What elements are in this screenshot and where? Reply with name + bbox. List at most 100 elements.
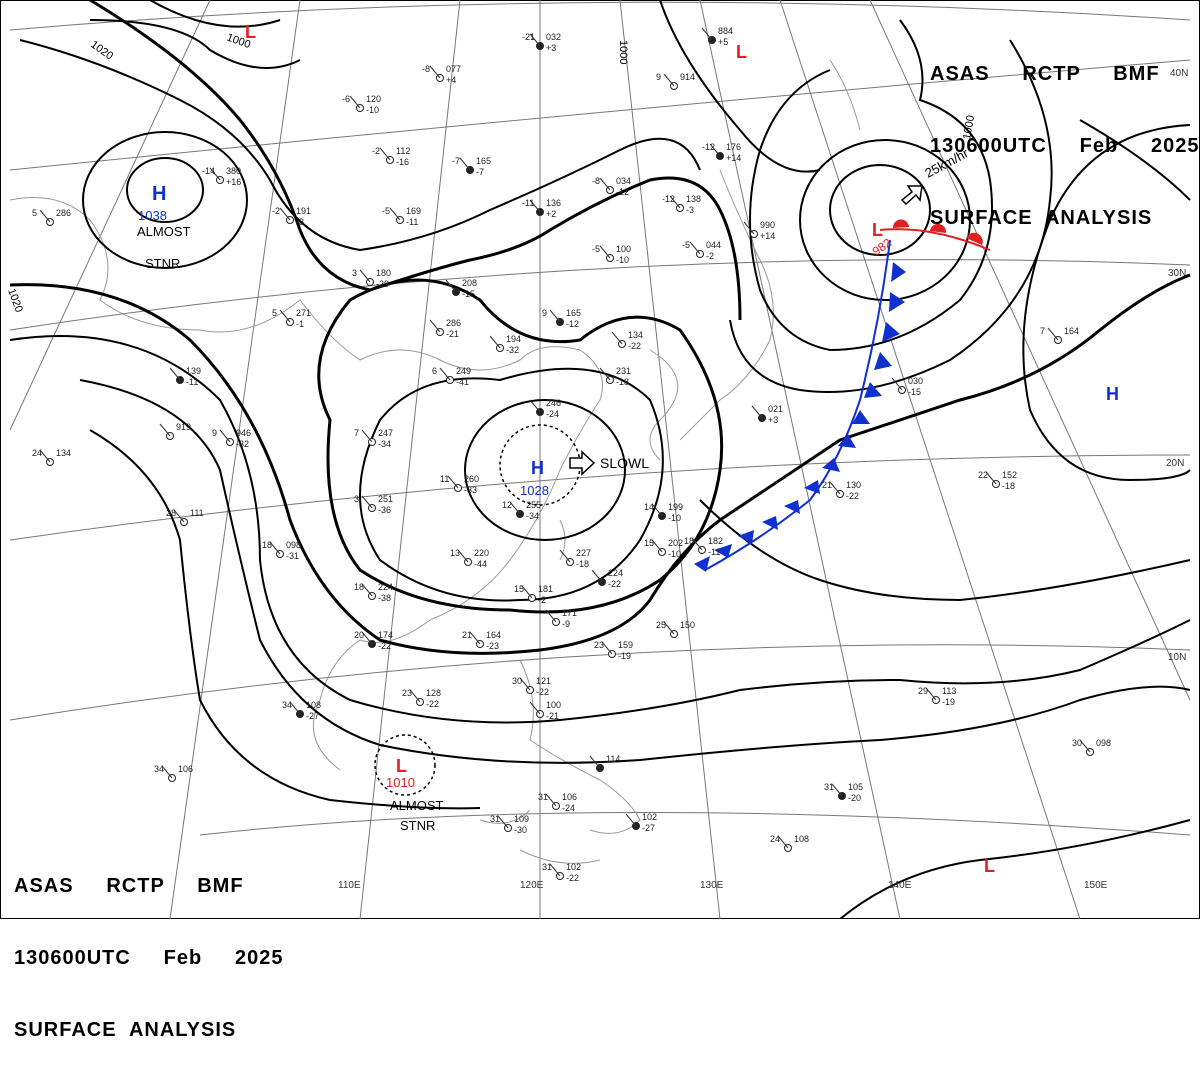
station-value: 22 xyxy=(978,470,988,480)
station-plot: 884+5 xyxy=(701,26,733,47)
station-value: 165 xyxy=(566,308,581,318)
wind-barb-icon xyxy=(379,147,391,161)
station-value: -5 xyxy=(682,240,690,250)
station-plot: 171-9 xyxy=(545,608,577,629)
station-value: -34 xyxy=(378,439,391,449)
latitude-label: 10N xyxy=(1168,652,1186,663)
station-value: 7 xyxy=(1040,326,1045,336)
station-value: -27 xyxy=(306,711,319,721)
station-value: -21 xyxy=(522,32,535,42)
station-value: 260 xyxy=(464,474,479,484)
station-value: 24 xyxy=(32,448,42,458)
station-value: 9 xyxy=(656,72,661,82)
station-plot: 28 111 xyxy=(166,508,204,526)
station-value: -7 xyxy=(476,167,484,177)
high-symbol: H xyxy=(152,183,166,205)
station-plot: 29 113-19 xyxy=(918,686,956,707)
station-value: 18 xyxy=(262,540,272,550)
station-value: 181 xyxy=(538,584,553,594)
high-1038: H 1038 ALMOST STNR xyxy=(137,183,191,271)
station-plot: 25 150 xyxy=(656,620,695,638)
station-plot: 23 159-19 xyxy=(594,640,633,661)
station-value: 100 xyxy=(616,244,631,254)
station-value: -29 xyxy=(376,279,389,289)
wind-barb-icon xyxy=(651,539,663,553)
station-value: 109 xyxy=(514,814,529,824)
longitude-label: 120E xyxy=(520,880,544,891)
wind-barb-icon xyxy=(529,33,541,47)
station-value: 15 xyxy=(644,538,654,548)
station-value: 105 xyxy=(848,782,863,792)
station-value: -11 xyxy=(406,217,418,227)
station-value: -31 xyxy=(286,551,299,561)
low-note: ALMOST xyxy=(390,798,444,813)
station-plot: 14 199-10 xyxy=(644,502,683,523)
station-plot: 9 165-12 xyxy=(542,308,581,329)
station-value: 14 xyxy=(644,502,654,512)
station-plot: -21 032+3 xyxy=(522,32,561,53)
station-plot: 286-21 xyxy=(429,318,461,339)
station-value: 032 xyxy=(546,32,561,42)
station-plot: -8 034-12 xyxy=(592,176,631,197)
station-plot: 21 164-23 xyxy=(462,630,501,651)
wind-barb-icon xyxy=(625,813,637,827)
station-value: 271 xyxy=(296,308,311,318)
station-value: 077 xyxy=(446,64,461,74)
wind-barb-icon xyxy=(409,689,421,703)
station-value: 130 xyxy=(846,480,861,490)
station-plot: 030-15 xyxy=(891,376,923,397)
wind-barb-icon xyxy=(359,269,371,283)
wind-barb-icon xyxy=(519,677,531,691)
wind-barb-icon xyxy=(39,209,51,223)
station-value: 246 xyxy=(546,398,561,408)
station-value: 231 xyxy=(616,366,631,376)
station-plot: 13 220-44 xyxy=(450,548,489,569)
isobar-label: 1000 xyxy=(617,40,629,64)
station-plot: 24 108 xyxy=(770,834,809,852)
wind-barb-icon xyxy=(651,503,663,517)
wind-barb-icon xyxy=(361,583,373,597)
station-plot: 102-27 xyxy=(625,812,657,833)
station-value: 098 xyxy=(1096,738,1111,748)
station-value: 152 xyxy=(1002,470,1017,480)
longitude-labels: 110E 120E 130E 140E 150E xyxy=(338,880,1108,891)
station-plot: 021+3 xyxy=(751,404,783,425)
wind-barb-icon xyxy=(589,755,601,769)
station-value: -24 xyxy=(546,409,559,419)
station-value: 15 xyxy=(514,584,524,594)
wind-barb-icon xyxy=(459,157,471,171)
wind-barb-icon xyxy=(709,143,721,157)
wind-barb-icon xyxy=(925,687,937,701)
header-line-time: 130600UTC Feb 2025 xyxy=(14,947,284,969)
wind-barb-icon xyxy=(349,95,361,109)
station-value: 30 xyxy=(512,676,522,686)
station-value: -12 xyxy=(702,142,715,152)
station-value: -2 xyxy=(372,146,380,156)
station-value: 255 xyxy=(526,500,541,510)
station-value: 034 xyxy=(616,176,631,186)
station-value: -32 xyxy=(506,345,519,355)
station-value: 914 xyxy=(680,72,695,82)
station-plot: 12 255-34 xyxy=(502,500,541,521)
station-value: -11 xyxy=(708,547,720,557)
station-value: 106 xyxy=(178,764,193,774)
wind-barb-icon xyxy=(439,367,451,381)
wind-barb-icon xyxy=(743,221,755,235)
station-value: -22 xyxy=(426,699,439,709)
station-value: 102 xyxy=(642,812,657,822)
wind-barb-icon xyxy=(669,195,681,209)
station-value: 9 xyxy=(542,308,547,318)
wind-barb-icon xyxy=(361,631,373,645)
high-note: ALMOST xyxy=(137,224,191,239)
low-symbol: L xyxy=(245,22,256,42)
wind-barb-icon xyxy=(445,279,457,293)
wind-barb-icon xyxy=(701,27,713,41)
station-value: 30 xyxy=(1072,738,1082,748)
station-value: 108 xyxy=(306,700,321,710)
station-plot: 15 181-2 xyxy=(514,584,553,605)
station-value: 108 xyxy=(794,834,809,844)
station-value: 128 xyxy=(426,688,441,698)
station-value: 112 xyxy=(396,146,410,156)
wind-barb-icon xyxy=(529,701,541,715)
station-plot: 18 098-31 xyxy=(262,540,301,561)
